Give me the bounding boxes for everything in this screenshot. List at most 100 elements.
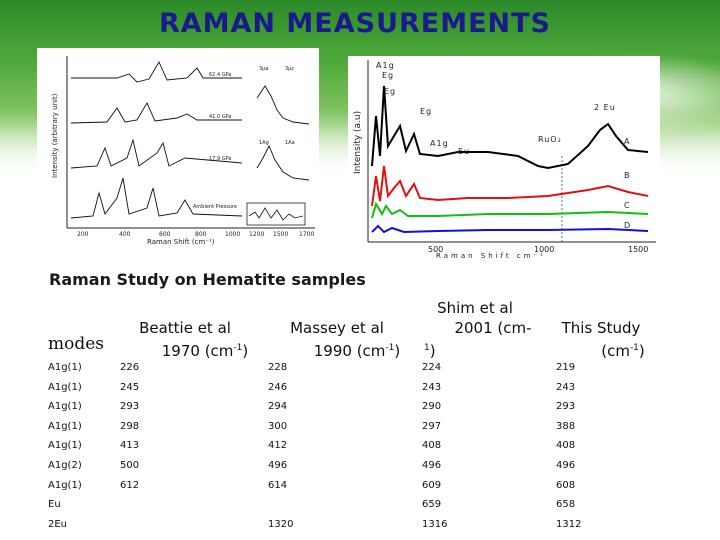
left-xtick: 800 [195,231,207,238]
left-xtick: 200 [77,231,89,238]
spectrum-curve [70,177,243,219]
table-cell-mode: Eu [48,499,61,511]
curve-label-C: C [624,201,630,210]
left-curve-label: Ambient Pressure [193,204,237,210]
curve-label-D: D [624,221,630,230]
spectrum-curve-D [371,224,649,234]
right-xtick: 500 [428,245,443,254]
peak-label: 2 Eu [594,103,616,112]
spectrum-curve [70,102,242,124]
peak-label: Eu [458,147,470,156]
header-massey-name: Massey et al [290,319,384,337]
table-cell-value: 226 [120,362,140,373]
peak-label: Eg [420,107,432,116]
table-cell-value: 496 [422,460,442,471]
header-massey: Massey et al 1990 (cm-1) [262,318,412,361]
table-cell-mode: A1g(1) [48,440,82,452]
header-this-study: This Study (cm-1) [546,318,656,361]
left-xtick: 600 [159,231,171,238]
curve-label-A: A [624,137,630,146]
left-inset-label: 1Ag [259,140,269,146]
spectrum-curve-C [371,201,649,219]
left-xtick: 400 [119,231,131,238]
table-cell-value: 658 [556,499,576,511]
raman-figure-left: Intensity (arbitrary unit) Raman Shift (… [37,48,319,248]
right-figure-frame [367,60,656,243]
table-cell-value: 228 [268,362,288,373]
left-inset-label: 3μc [285,66,294,72]
left-xtick: 1200 [249,231,264,238]
table-cell-value: 294 [268,401,288,413]
left-inset-label: 1Aa [285,140,295,146]
spectrum-curve [70,138,243,169]
spectrum-curve-A [371,85,649,170]
table-cell-value: 298 [120,420,140,432]
spectrum-curve [71,61,242,83]
inset-curve [256,144,310,181]
header-shim: Shim et al 2001 (cm- 1) [410,298,540,361]
left-figure-xlabel: Raman Shift (cm⁻¹) [147,238,215,246]
right-xtick: 1000 [534,245,554,254]
table-cell-value: 297 [422,420,442,432]
table-cell-mode: A1g(1) [48,381,82,393]
table-cell-mode: 2Eu [48,518,68,530]
peak-label: A1g [376,61,395,70]
table-cell-value: 500 [120,460,140,471]
table-cell-value: 496 [556,460,576,471]
table-cell-mode: A1g(1) [48,401,82,413]
header-this-study-name: This Study [561,319,641,337]
table-cell-mode: A1g(1) [48,420,82,432]
left-xtick: 1000 [225,231,240,238]
peak-label: A1g [430,139,449,148]
header-shim-unit: 1) [424,342,436,360]
left-curve-label: 41.0 GPa [209,114,231,120]
table-cell-value: 408 [556,440,576,452]
table-cell-value: 1312 [556,518,582,530]
table-cell-value: 612 [120,479,140,491]
table-cell-value: 388 [556,420,576,432]
inset-curve [256,85,310,125]
table-cell-value: 245 [120,381,140,393]
table-cell-value: 300 [268,420,288,432]
table-cell-value: 609 [422,479,442,491]
table-cell-value: 659 [422,499,442,511]
left-curve-label: 17.9 GPa [209,156,231,162]
left-figure-ylabel: Intensity (arbitrary unit) [51,93,59,178]
right-figure-xlabel: Raman Shift cm⁻¹ [436,252,546,260]
left-inset-label: 3μa [259,66,268,72]
right-figure-ylabel: Intensity (a.u) [353,111,363,174]
table-cell-value: 608 [556,479,576,491]
table-cell-value: 243 [556,381,576,393]
header-beattie: Beattie et al 1970 (cm-1) [110,318,260,361]
table-cell-value: 293 [120,401,140,413]
header-shim-name: Shim et al [437,299,513,317]
table-cell-value: 246 [268,381,288,393]
page-title: RAMAN MEASUREMENTS [158,8,552,39]
left-figure-frame [66,56,315,229]
left-inset-box [246,202,306,226]
raman-figure-right: Intensity (a.u) Raman Shift cm⁻¹ 500 100… [348,56,660,262]
header-shim-year: 2001 (cm- [454,319,532,337]
header-beattie-unit: 1970 (cm-1) [161,342,249,360]
modes-header: modes [48,334,105,354]
table-cell-value: 1316 [422,518,448,530]
table-cell-mode: A1g(1) [48,362,82,373]
table-cell-value: 413 [120,440,140,452]
table-cell-value: 1320 [268,518,294,530]
left-xtick: 1500 [273,231,288,238]
table-cell-value: 290 [422,401,442,413]
left-xtick: 1700 [299,231,314,238]
table-cell-value: 496 [268,460,288,471]
table-cell-value: 224 [422,362,442,373]
peak-label: RuO₂ [538,135,562,144]
table-cell-mode: A1g(2) [48,460,82,471]
header-massey-unit: 1990 (cm-1) [313,342,401,360]
peak-label: Eg [384,87,396,96]
spectrum-curve-B [371,165,649,207]
table-cell-value: 219 [556,362,576,373]
left-curve-label: 62.4 GPa [209,72,231,78]
table-cell-value: 243 [422,381,442,393]
table-cell-mode: A1g(1) [48,479,82,491]
peak-label: Eg [382,71,394,80]
section-subtitle: Raman Study on Hematite samples [49,270,366,289]
